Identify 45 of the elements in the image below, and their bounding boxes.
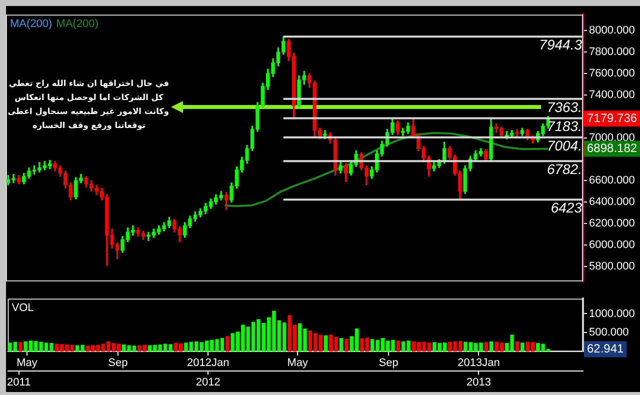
bar	[18, 342, 22, 352]
text: 62.941	[587, 342, 624, 356]
y-tick-label: 500.000	[589, 326, 629, 339]
text: 6898.182	[587, 141, 638, 156]
y-tick-label: 7600.000	[589, 68, 635, 80]
bar	[448, 342, 452, 352]
y-tick-label: 8000.000	[589, 24, 635, 37]
ref-line-label: 6782.	[546, 161, 582, 178]
y-tick-label: 6600.000	[589, 174, 635, 187]
x-tick-label: May	[16, 357, 38, 370]
bar	[226, 336, 230, 352]
y-tick-label: 7400.000	[589, 88, 635, 101]
bar	[484, 342, 488, 352]
y-tick-label: 5800.000	[589, 260, 635, 272]
ref-line-label: 7183.	[546, 118, 582, 134]
y-tick-label: 7800.000	[589, 46, 635, 58]
bar	[489, 341, 494, 352]
bar	[515, 341, 520, 352]
text: 7179.736	[587, 110, 638, 125]
bar	[520, 342, 524, 352]
x2-tick-label: 2012	[196, 376, 220, 388]
ref-line-label: 7363.	[546, 98, 582, 115]
x-tick-label: Sep	[108, 357, 128, 370]
y-tick-label: 6000.000	[589, 239, 635, 251]
text: MA(200)	[56, 18, 98, 30]
chart-title: VOL	[12, 302, 34, 314]
y-tick-label: 1000.000	[589, 308, 635, 320]
annotation: في حال اختراقها ان شاء الله راح تعطي كل الشركات اما لوحصل منها انعكاس وكانت الامور غير طبيعيه سنحاول اعطى توقعاتنا ورفع وقف الخساره	[8, 77, 169, 132]
bar	[324, 335, 328, 352]
ref-line-label: 7004.	[546, 137, 582, 154]
ref-line-label: 6423	[550, 200, 582, 216]
bar	[396, 340, 400, 352]
x2-tick-label: 2013	[466, 376, 491, 388]
bar	[344, 338, 348, 352]
y-tick-label: 6400.000	[589, 196, 635, 208]
x-tick-label: May	[287, 357, 308, 370]
y-tick-label: 6200.000	[589, 218, 635, 230]
x2-tick-label: 2011	[7, 376, 31, 388]
x-tick-label: 2013Jan	[458, 357, 500, 370]
ref-line-label: 7944.3	[539, 36, 582, 53]
x-tick-label: 2012Jan	[187, 357, 230, 370]
bar	[339, 338, 344, 352]
x-tick-label: Sep	[378, 357, 398, 370]
chart-title: MA(200)	[10, 18, 52, 30]
y-tick-label: 7000.000	[589, 132, 635, 144]
